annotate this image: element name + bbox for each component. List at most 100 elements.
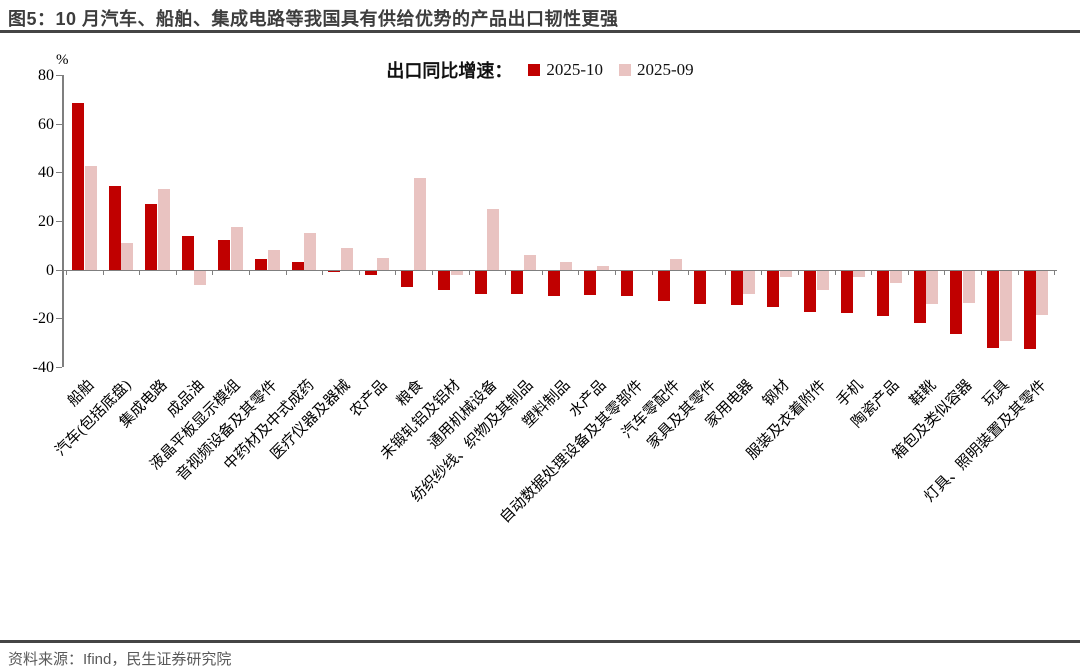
bar-2025-09-3 (158, 189, 170, 270)
x-tick-mark (944, 269, 946, 275)
legend-label-2025-09: 2025-09 (637, 60, 694, 79)
bar-2025-09-13 (524, 255, 536, 270)
bar-2025-09-23 (890, 269, 902, 284)
bar-2025-10-27 (1024, 269, 1036, 349)
bar-2025-10-18 (694, 269, 706, 304)
bar-2025-10-2 (109, 185, 121, 270)
x-tick-mark (981, 269, 982, 275)
x-tick-mark (724, 269, 726, 275)
y-tick-mark (56, 75, 62, 76)
bar-2025-09-15 (597, 266, 609, 270)
bar-2025-09-17 (670, 258, 682, 270)
y-tick-label: 40 (38, 164, 54, 182)
x-category-label: 钢材 (760, 377, 794, 410)
source-note: 资料来源：Ifind，民生证券研究院 (8, 651, 232, 668)
x-tick-mark (907, 269, 909, 275)
bar-2025-10-11 (438, 269, 450, 291)
x-category-label: 农产品 (347, 377, 391, 421)
y-tick-label: 0 (46, 261, 54, 279)
legend-title: 出口同比增速： (386, 61, 513, 81)
x-category-label: 手机 (833, 377, 867, 410)
bar-2025-09-21 (817, 269, 829, 291)
bar-2025-09-26 (1000, 269, 1012, 342)
bar-2025-10-24 (914, 269, 926, 324)
x-tick-mark (395, 269, 397, 275)
bar-2025-10-16 (621, 269, 633, 297)
bar-2025-10-20 (767, 269, 779, 308)
x-tick-mark (358, 269, 360, 275)
y-tick-mark (56, 123, 62, 125)
bar-2025-10-23 (877, 269, 889, 316)
x-tick-mark (615, 269, 616, 275)
legend-label-2025-10: 2025-10 (546, 60, 603, 79)
legend-item-2025-09: 2025-09 (619, 60, 694, 80)
y-tick-mark (56, 269, 62, 271)
bar-2025-10-4 (182, 235, 194, 270)
bar-2025-10-14 (548, 269, 560, 297)
x-tick-mark (1054, 269, 1056, 275)
x-tick-mark (175, 269, 177, 275)
bar-2025-09-12 (487, 208, 499, 270)
bar-2025-10-26 (987, 269, 999, 348)
bar-2025-09-20 (780, 269, 792, 277)
footer-rule (0, 640, 1080, 643)
bar-2025-10-5 (218, 240, 230, 270)
x-axis-line (62, 269, 1057, 272)
x-tick-mark (651, 269, 653, 275)
bar-2025-09-2 (121, 242, 133, 270)
x-tick-mark (834, 269, 836, 275)
x-tick-mark (1017, 269, 1019, 275)
x-tick-mark (432, 269, 433, 275)
x-tick-mark (468, 269, 470, 275)
y-tick-mark (56, 367, 62, 368)
bar-2025-10-12 (475, 269, 487, 294)
x-tick-mark (761, 269, 763, 275)
x-tick-mark (139, 269, 141, 275)
y-axis-unit-label: % (56, 52, 69, 68)
figure-title: 图5：10 月汽车、船舶、集成电路等我国具有供给优势的产品出口韧性更强 (8, 9, 619, 29)
bar-2025-09-11 (451, 269, 463, 275)
x-category-label: 粮食 (394, 377, 428, 410)
x-tick-mark (505, 269, 507, 275)
y-axis-line (62, 75, 64, 367)
x-category-label: 船舶 (65, 377, 98, 410)
legend-swatch-2025-09-icon (619, 64, 631, 76)
bar-2025-09-5 (231, 227, 243, 270)
bar-2025-09-7 (304, 233, 316, 270)
legend-item-2025-10: 2025-10 (528, 60, 603, 80)
chart-legend: 出口同比增速： 2025-10 2025-09 (0, 57, 1080, 83)
bar-2025-09-27 (1036, 269, 1048, 315)
y-tick-label: 60 (38, 115, 54, 133)
y-tick-label: -20 (32, 310, 54, 328)
bar-2025-10-25 (950, 269, 962, 335)
bar-2025-10-19 (731, 269, 743, 305)
x-tick-mark (871, 269, 873, 275)
bar-2025-10-13 (511, 269, 523, 294)
bar-2025-09-10 (414, 178, 426, 270)
bar-2025-10-1 (72, 102, 84, 270)
bar-2025-09-9 (377, 257, 389, 270)
bar-2025-10-7 (292, 262, 304, 270)
x-tick-mark (102, 269, 104, 275)
x-tick-mark (578, 269, 580, 275)
bar-2025-10-9 (365, 269, 377, 275)
x-tick-mark (212, 269, 214, 275)
bar-2025-09-6 (268, 250, 280, 270)
bar-2025-10-17 (658, 269, 670, 302)
x-tick-mark (798, 269, 799, 275)
x-tick-mark (322, 269, 324, 275)
y-tick-mark (56, 318, 62, 320)
bar-2025-10-22 (841, 269, 853, 314)
x-category-label: 玩具 (980, 377, 1013, 410)
y-tick-mark (56, 221, 62, 222)
x-tick-mark (688, 269, 690, 275)
bar-2025-09-8 (341, 247, 353, 270)
y-tick-mark (56, 172, 62, 174)
x-tick-mark (249, 269, 250, 275)
title-underline (0, 30, 1080, 33)
bar-2025-10-6 (255, 258, 267, 270)
x-tick-mark (66, 269, 67, 275)
bar-2025-10-10 (401, 269, 413, 287)
